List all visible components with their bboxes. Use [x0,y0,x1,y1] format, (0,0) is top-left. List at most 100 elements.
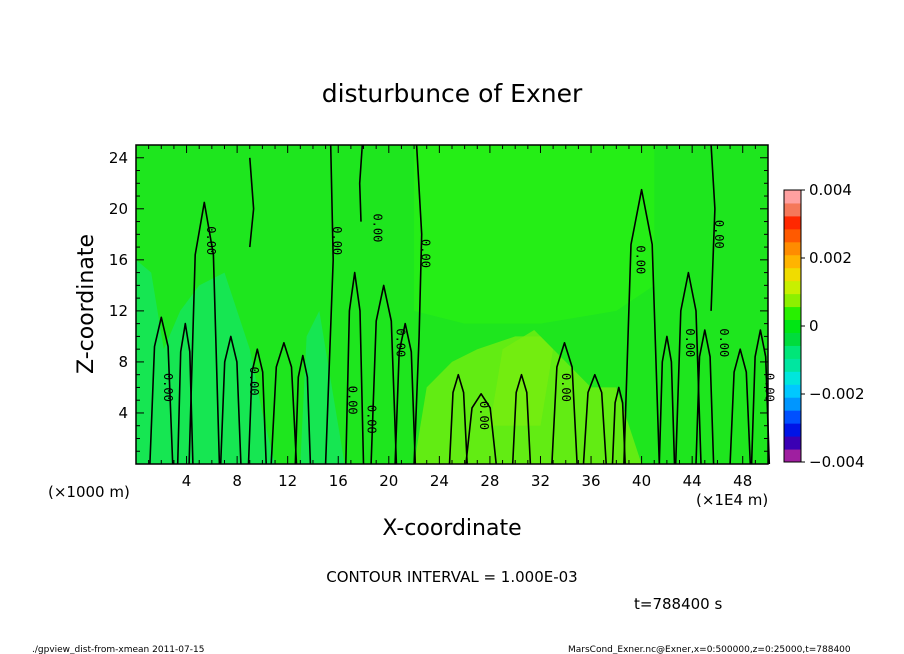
contour-line [611,386,626,465]
contour-line [176,322,194,465]
contour-line [674,271,702,465]
x-tick-label: 4 [182,472,192,490]
contour-label: 0.00 [559,373,573,402]
chart-title: disturbunce of Exner [322,79,583,108]
x-tick-label: 40 [632,472,651,490]
contour-labels: 0.00 0.00 0.00 0.00 0.00 0.00 0.00 0.00 0.00 0.00… [161,213,777,433]
x-tick-label: 44 [683,472,702,490]
contour-line [623,188,661,465]
x-tick-label: 48 [733,472,752,490]
contour-line [324,144,335,465]
contour-label: 0.00 [683,328,697,357]
x-axis-ticks: 4 8 12 16 20 24 28 32 36 40 44 48 [148,145,756,490]
x-tick-label: 32 [531,472,550,490]
field-patch [489,330,554,426]
colorbar-swatch [784,423,801,437]
colorbar-tick-label: 0.002 [809,249,852,267]
x-axis-label: X-coordinate [382,516,521,541]
colorbar-swatch [784,228,801,243]
colorbar-swatch [784,241,801,256]
colorbar-swatch [784,319,801,333]
colorbar-swatch [784,436,801,450]
contour-line [149,316,174,465]
colorbar-swatches [784,190,801,463]
field-patch [414,145,655,324]
contour-line [710,144,716,311]
contour-line [370,284,398,465]
colorbar-swatch [784,332,801,346]
y-axis-label: Z-coordinate [74,234,99,374]
colorbar-swatch [784,293,801,308]
contour-line [658,335,676,465]
contour-label: 0.00 [204,226,218,255]
colorbar-swatch [784,397,801,411]
x-unit-left: (×1000 m) [48,483,130,501]
y-tick-label: 16 [109,251,128,269]
x-unit-right: (×1E4 m) [696,491,768,509]
colorbar-tick-label: −0.002 [809,385,865,403]
colorbar-swatch [784,215,801,230]
colorbar-swatch [784,280,801,295]
colorbar-ticks: 0.004 0.002 0 −0.002 −0.004 [801,181,865,471]
contour-line [249,157,255,248]
y-axis-ticks: 4 8 12 16 20 24 [109,149,768,452]
contour-label: 0.00 [371,213,385,242]
colorbar-swatch [784,449,801,463]
contour-label: 0.00 [364,405,378,434]
contour-line [448,373,468,465]
contour-label: 0.00 [763,373,777,402]
colorbar-tick-label: −0.004 [809,453,865,471]
contour-interval: CONTOUR INTERVAL = 1.000E-03 [326,568,577,586]
contour-line [219,335,242,465]
colorbar-swatch [784,202,801,217]
y-tick-label: 24 [109,149,128,167]
contour-line [750,329,771,465]
contour-line [695,329,715,465]
contour-label: 0.00 [477,401,491,430]
contour-line [270,342,298,465]
contour-line [413,144,423,465]
colorbar-swatch [784,384,801,398]
colorbar-swatch [784,306,801,321]
colorbar-swatch [784,358,801,372]
y-tick-label: 4 [118,404,128,422]
colorbar-swatch [784,190,801,204]
colorbar-swatch [784,267,801,282]
x-tick-label: 24 [430,472,449,490]
contour-label: 0.00 [717,328,731,357]
contour-line [551,342,578,465]
contour-line [511,373,532,465]
colorbar-swatch [784,345,801,359]
colorbar-swatch [784,254,801,269]
colorbar-swatch [784,371,801,385]
contour-line [729,348,752,465]
contour-line [582,373,607,465]
contour-label: 0.00 [247,367,261,396]
x-tick-label: 16 [329,472,348,490]
contour-label: 0.00 [393,328,407,357]
contour-line [394,322,417,465]
footer-left: ./gpview_dist-from-xmean 2011-07-15 [32,645,204,654]
contour-label: 0.00 [712,220,726,249]
field-patch [300,310,345,464]
contour-line [188,201,221,465]
colorbar: 0.004 0.002 0 −0.002 −0.004 [783,181,865,471]
time-stamp: t=788400 s [634,595,722,613]
contour-label: 0.00 [634,245,648,274]
plot-area: 0.00 0.00 0.00 0.00 0.00 0.00 0.00 0.00 0.00 0.00… [109,144,777,490]
x-tick-label: 36 [581,472,600,490]
contour-lines [149,144,771,465]
colorbar-tick-label: 0 [809,317,819,335]
contour-label: 0.00 [161,373,175,402]
contour-label: 0.00 [419,239,433,268]
colorbar-tick-label: 0.004 [809,181,852,199]
x-tick-label: 8 [232,472,242,490]
x-tick-label: 20 [379,472,398,490]
contour-line [247,348,267,465]
x-tick-label: 28 [480,472,499,490]
contour-line [345,271,365,465]
y-tick-label: 8 [118,353,128,371]
y-tick-label: 20 [109,200,128,218]
x-tick-label: 12 [278,472,297,490]
